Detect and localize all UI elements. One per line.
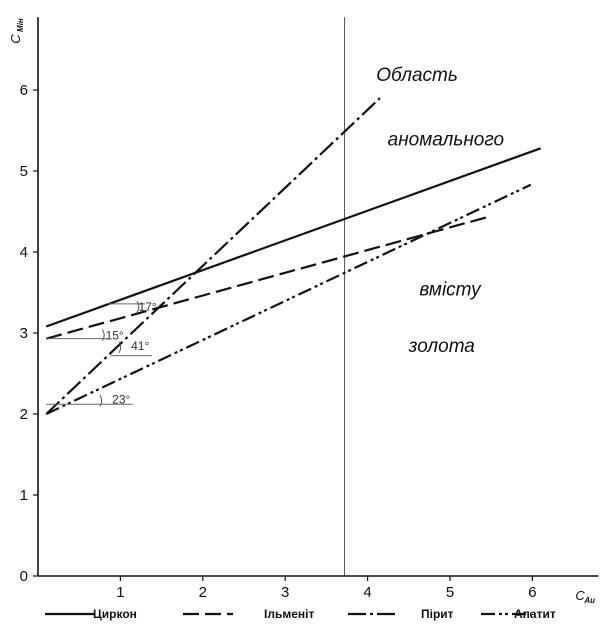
region-annotation: Область: [376, 65, 458, 86]
y-tick-label: 0: [20, 568, 28, 585]
angle-arc: [136, 301, 140, 313]
y-tick-label: 2: [20, 406, 28, 423]
x-tick-label: 4: [363, 584, 371, 601]
series-line-3: [45, 183, 532, 415]
angle-label: 15°: [106, 328, 124, 342]
angle-arc: [118, 341, 122, 354]
legend-label-0: Циркон: [93, 607, 137, 621]
region-annotation: вмісту: [419, 279, 482, 300]
x-tick-label: 1: [116, 584, 124, 601]
region-annotation: золота: [408, 336, 475, 357]
angle-label: 17°: [139, 300, 157, 314]
legend-label-3: Апатит: [514, 607, 556, 621]
y-tick-label: 6: [20, 82, 28, 99]
y-axis-label-group: C Мін: [8, 18, 25, 44]
region-annotation: аномального: [388, 130, 504, 151]
angle-label: 23°: [112, 392, 130, 406]
y-tick-label: 4: [20, 244, 28, 261]
legend-label-2: Пірит: [421, 607, 454, 621]
y-tick-label: 3: [20, 325, 28, 342]
x-axis-label-sub: Au: [583, 596, 595, 605]
series-line-2: [45, 97, 381, 415]
y-axis-label-sub: Мін: [16, 18, 25, 32]
x-tick-label: 5: [446, 584, 454, 601]
x-tick-label: 3: [281, 584, 289, 601]
y-tick-label: 5: [20, 163, 28, 180]
series-line-1: [45, 216, 488, 340]
y-axis-label: C: [8, 34, 23, 44]
y-tick-label: 1: [20, 487, 28, 504]
angle-label: 41°: [131, 339, 149, 353]
x-tick-label: 2: [199, 584, 207, 601]
x-axis-label: C: [575, 588, 585, 603]
series-line-0: [45, 147, 542, 328]
angle-arc: [101, 329, 105, 341]
legend-label-1: Ільменіт: [264, 607, 314, 621]
angle-arc: [99, 394, 103, 407]
x-tick-label: 6: [528, 584, 536, 601]
